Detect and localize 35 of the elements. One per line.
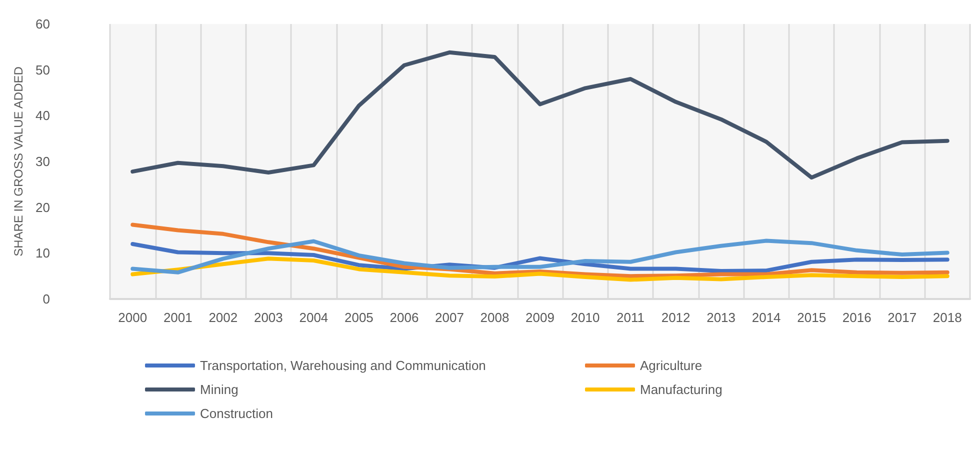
line-series [130,256,950,282]
x-tick-label: 2017 [888,310,917,325]
x-tick-label: 2013 [706,310,736,325]
y-tick-label: 30 [36,154,50,169]
x-tick-label: 2005 [344,310,374,325]
x-tick-label: 2010 [570,310,600,325]
x-tick-label: 2016 [842,310,872,325]
x-tick-label: 2004 [299,310,328,325]
y-tick-label: 50 [36,62,50,78]
y-tick-label: 0 [42,292,50,306]
x-tick-label: 2000 [118,310,148,325]
legend-label: Transportation, Warehousing and Communication [200,358,486,373]
x-tick-label: 2012 [661,310,690,325]
legend-label: Mining [200,382,238,397]
line-series [130,222,950,278]
y-tick-label: 60 [36,16,50,32]
x-tick-label: 2006 [390,310,419,325]
x-tick-label: 2003 [254,310,283,325]
x-tick-label: 2011 [616,310,645,325]
y-tick-label: 20 [36,200,50,215]
x-tick-label: 2007 [435,310,464,325]
x-tick-label: 2014 [752,310,781,325]
legend-label: Manufacturing [640,382,722,397]
y-tick-label: 10 [36,246,50,261]
x-tick-label: 2009 [526,310,554,325]
x-tick-label: 2018 [932,310,962,325]
x-tick-label: 2015 [797,310,826,325]
legend-label: Agriculture [640,358,702,373]
legend-label: Construction [200,406,273,421]
x-tick-label: 2001 [163,310,192,325]
x-tick-label: 2008 [480,310,510,325]
x-tick-label: 2002 [208,310,238,325]
y-tick-label: 40 [36,108,50,124]
line-series [130,50,950,180]
y-axis-title: SHARE IN GROSS VALUE ADDED [12,66,26,256]
